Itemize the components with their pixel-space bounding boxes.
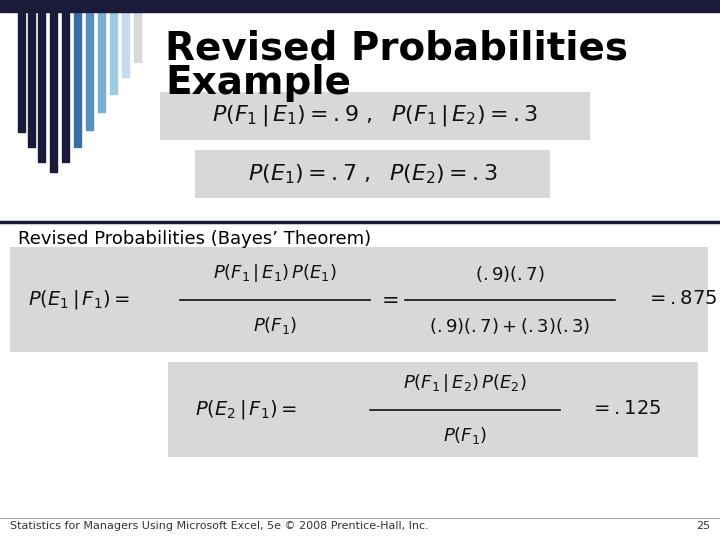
Bar [50, 12, 57, 172]
Bar [168, 362, 698, 457]
Bar [18, 12, 25, 132]
Bar [28, 12, 35, 147]
Bar [10, 247, 708, 352]
Text: Example: Example [165, 64, 351, 102]
Text: $=$: $=$ [377, 290, 399, 309]
Bar [160, 92, 590, 140]
Text: $(.9)(.7)+(.3)(.3)$: $(.9)(.7)+(.3)(.3)$ [429, 315, 590, 335]
Text: $P(E_1)=.7\ ,\ \ P(E_2)=.3$: $P(E_1)=.7\ ,\ \ P(E_2)=.3$ [248, 162, 498, 186]
Text: $=.125$: $=.125$ [590, 401, 662, 418]
Bar [98, 12, 105, 112]
Text: $P(E_1\,|\,F_1) =$: $P(E_1\,|\,F_1) =$ [28, 288, 130, 311]
Text: 25: 25 [696, 521, 710, 531]
Bar [38, 12, 45, 162]
Bar [195, 150, 550, 198]
Bar [110, 12, 117, 94]
Text: $P(F_1\,|\,E_1)=.9\ ,\ \ P(F_1\,|\,E_2)=.3$: $P(F_1\,|\,E_1)=.9\ ,\ \ P(F_1\,|\,E_2)=… [212, 104, 538, 129]
Text: $(.9)(.7)$: $(.9)(.7)$ [475, 264, 545, 284]
Text: $P(E_2\,|\,F_1) =$: $P(E_2\,|\,F_1) =$ [195, 398, 297, 421]
Bar [62, 12, 69, 162]
Text: $P(F_1\,|\,E_2)\,P(E_2)$: $P(F_1\,|\,E_2)\,P(E_2)$ [403, 372, 527, 394]
Text: $P(F_1)$: $P(F_1)$ [443, 426, 487, 447]
Bar [134, 12, 141, 62]
Text: $P(F_1\,|\,E_1)\,P(E_1)$: $P(F_1\,|\,E_1)\,P(E_1)$ [213, 261, 337, 284]
Bar [122, 12, 129, 77]
Text: Revised Probabilities: Revised Probabilities [165, 30, 628, 68]
Text: $P(F_1)$: $P(F_1)$ [253, 315, 297, 336]
Bar [74, 12, 81, 147]
Bar [86, 12, 93, 130]
Text: Revised Probabilities (Bayes’ Theorem): Revised Probabilities (Bayes’ Theorem) [18, 230, 371, 248]
Text: Statistics for Managers Using Microsoft Excel, 5e © 2008 Prentice-Hall, Inc.: Statistics for Managers Using Microsoft … [10, 521, 428, 531]
Text: $=.875$: $=.875$ [646, 291, 718, 308]
Bar [0, 0, 720, 12]
